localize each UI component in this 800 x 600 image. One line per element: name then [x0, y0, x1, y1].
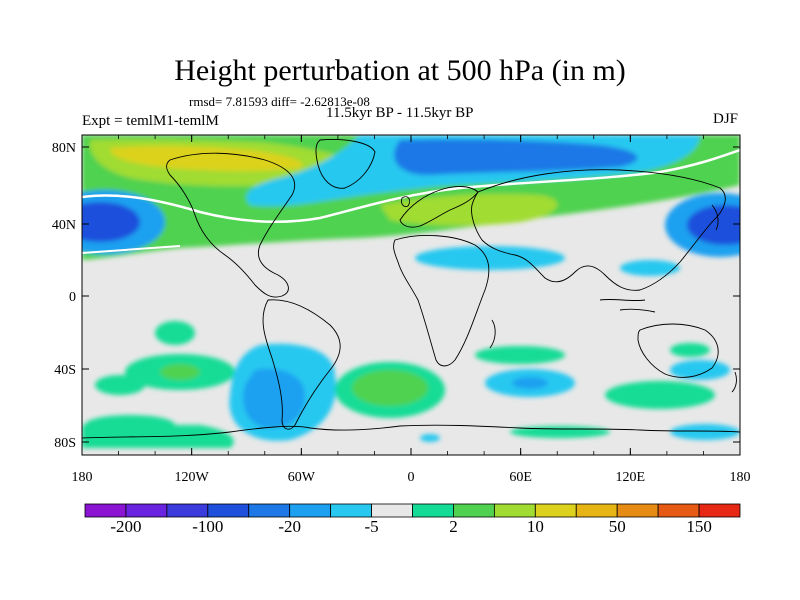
field-subtropic-neg-atlantic	[415, 246, 565, 270]
colorbar-swatch	[698, 503, 741, 518]
colorbar-swatch	[453, 503, 495, 518]
zero-contour	[82, 148, 740, 224]
colorbar-swatch	[412, 503, 454, 518]
coast-south-america	[262, 299, 341, 430]
colorbar-label: -100	[192, 517, 223, 536]
colorbar-swatch	[166, 503, 209, 518]
zero-contour-2	[82, 245, 181, 254]
colorbar-swatch	[616, 503, 659, 518]
coast-australia	[637, 323, 719, 378]
lat-tick-label: 40S	[54, 363, 76, 378]
field-subtropic-neg-pacific	[620, 260, 680, 276]
colorbar-swatch	[493, 503, 536, 518]
colorbar-label: -200	[110, 517, 141, 536]
colorbar-swatch	[248, 503, 291, 518]
lon-tick-label: 180	[72, 470, 93, 485]
colorbar-swatch	[575, 503, 618, 518]
colorbar-label: 10	[527, 517, 544, 536]
colorbar-swatch	[207, 503, 250, 518]
lon-tick-label: 120E	[616, 470, 646, 485]
longitude-ticks: 180 120W 60W 0 60E 120E 180	[72, 135, 751, 485]
colorbar-label: 2	[449, 517, 458, 536]
colorbar-label: -5	[364, 517, 378, 536]
coastlines	[82, 139, 740, 439]
lon-tick-label: 180	[730, 470, 751, 485]
coast-greenland	[315, 139, 376, 189]
lon-tick-label: 60E	[509, 470, 532, 485]
field-sh-low-south-america-core	[243, 368, 305, 429]
lon-tick-label: 120W	[175, 470, 210, 485]
field-sh-green-3	[95, 375, 145, 395]
field-sh-ridge-atlantic-core	[352, 370, 428, 406]
coast-africa	[393, 234, 490, 367]
coast-asia	[471, 169, 726, 291]
lon-tick-label: 60W	[288, 470, 316, 485]
latitude-ticks: 80N 40N 0 40S 80S	[52, 141, 740, 451]
colorbar-label: 50	[609, 517, 626, 536]
coast-europe	[399, 186, 479, 228]
coast-madagascar	[489, 319, 496, 349]
colorbar-swatch	[289, 503, 332, 518]
lat-tick-label: 80S	[54, 436, 76, 451]
field-sh-green-1	[155, 321, 195, 345]
period-label: 11.5kyr BP - 11.5kyr BP	[326, 105, 474, 121]
lon-tick-label: 0	[408, 470, 415, 485]
field-sh-green-indian	[475, 346, 565, 364]
height-field	[82, 135, 740, 448]
colorbar-swatch	[534, 503, 577, 518]
coast-north-america	[166, 152, 296, 298]
colorbar-swatch	[125, 503, 168, 518]
field-pacific-low-west-core	[82, 202, 140, 242]
field-sh-green-pacific-2	[670, 343, 710, 357]
colorbar: -200 -100 -20 -5 2 10 50 150	[84, 503, 741, 536]
lat-tick-label: 40N	[52, 218, 76, 233]
field-sh-green-pacific	[605, 381, 715, 409]
coast-uk	[401, 196, 411, 207]
field-sh-neg-pacific	[670, 360, 730, 380]
colorbar-swatch	[371, 503, 413, 518]
colorbar-label: -20	[278, 517, 301, 536]
field-pacific-low-east-core	[687, 205, 740, 245]
lat-tick-label: 0	[69, 290, 76, 305]
experiment-label: Expt = temlM1-temlM	[82, 113, 219, 129]
colorbar-swatch	[330, 503, 372, 518]
stats-line: rmsd= 7.81593 diff= -2.62813e-08	[189, 94, 370, 109]
colorbar-label: 150	[686, 517, 712, 536]
map-title: Height perturbation at 500 hPa (in m)	[174, 54, 626, 87]
field-arctic-deep-negative	[394, 139, 638, 176]
field-antarctic-blue	[670, 424, 740, 440]
coast-antarctica	[82, 424, 740, 439]
lat-tick-label: 80N	[52, 141, 76, 156]
field-antarctic-blue-2	[420, 434, 440, 442]
coast-japan	[711, 204, 719, 231]
coast-indonesia	[599, 298, 656, 313]
colorbar-swatch	[84, 503, 127, 518]
field-nh-orange-core	[110, 145, 303, 171]
field-sh-green-2-core	[160, 364, 200, 380]
season-label: DJF	[713, 111, 739, 127]
colorbar-swatch	[657, 503, 700, 518]
map-panel: 180 120W 60W 0 60E 120E 180 80N 40N 0 40S 80S	[52, 134, 751, 485]
field-eurasia-ridge	[380, 193, 558, 226]
field-sh-neg-indian-core	[512, 377, 548, 389]
coast-new-zealand	[731, 371, 737, 393]
